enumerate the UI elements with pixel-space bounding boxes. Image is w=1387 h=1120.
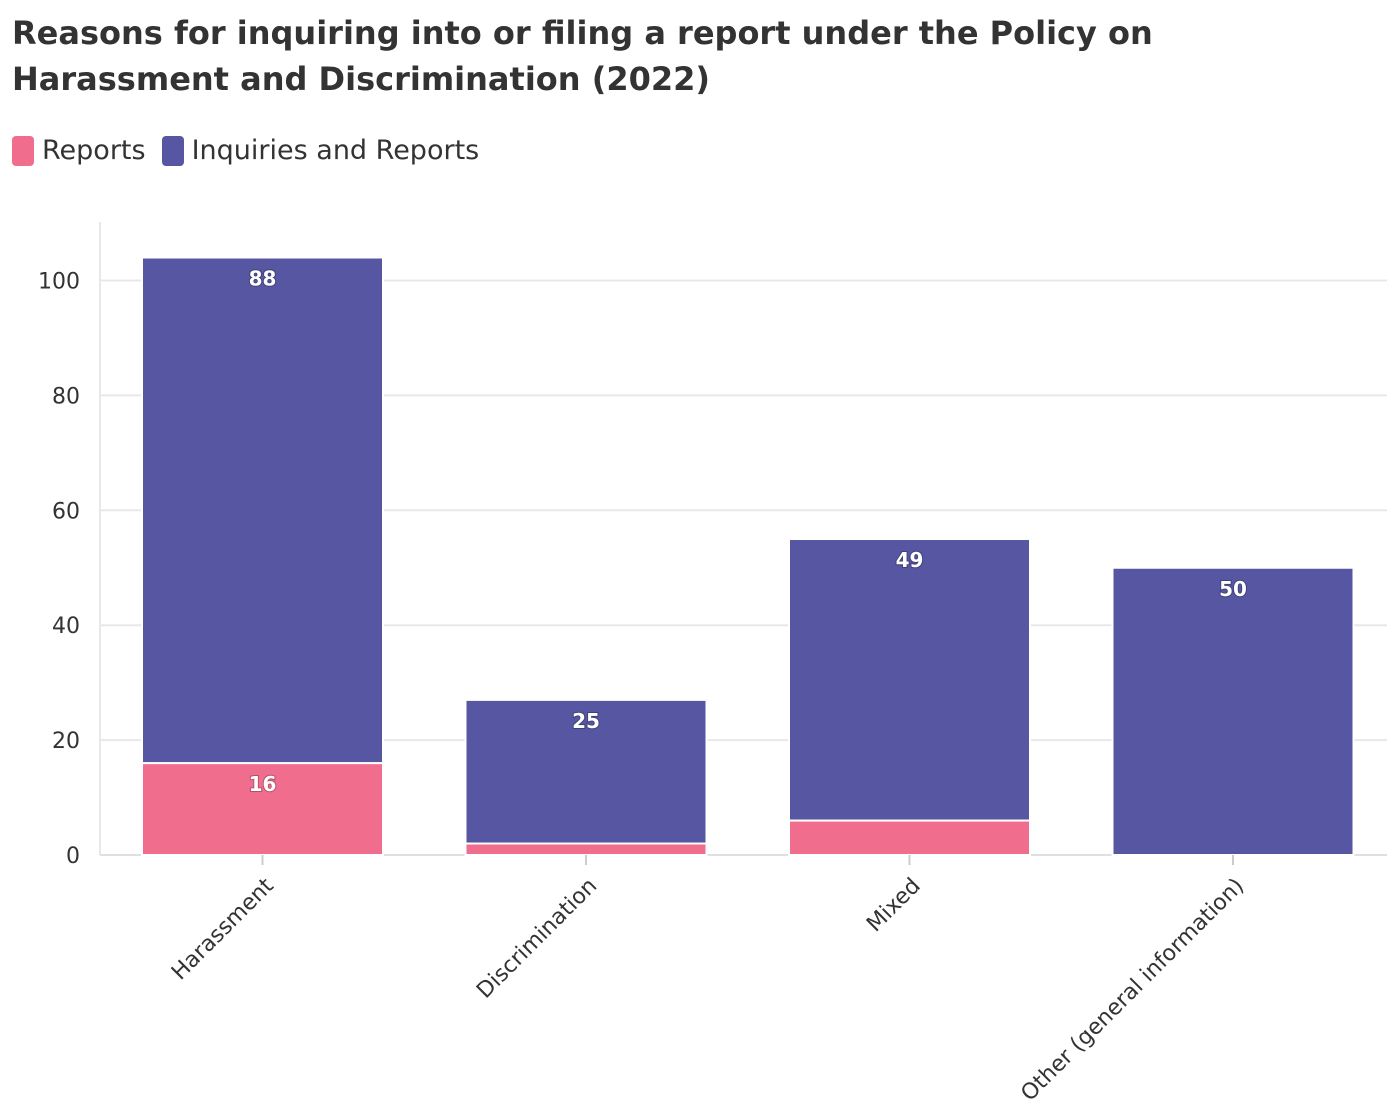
y-tick-label-0: 0 — [66, 844, 80, 869]
bar-inquiries-and-reports-discrimination[interactable] — [464, 698, 708, 845]
data-labels: 16 88 25 49 50 — [248, 266, 1248, 798]
bar-inquiries-and-reports-harassment[interactable] — [141, 256, 384, 765]
x-tick-label-harassment: Harassment — [167, 873, 279, 985]
legend-label-inquiries-and-reports: Inquiries and Reports — [191, 135, 480, 166]
legend-swatch-reports — [12, 135, 34, 166]
y-tick-label-80: 80 — [52, 384, 80, 409]
data-label-inquiries-and-reports-harassment: 88 — [249, 267, 277, 291]
legend-label-reports: Reports — [42, 135, 146, 166]
y-tick-label-40: 40 — [52, 614, 80, 639]
data-label-inquiries-and-reports-other-general-information: 50 — [1219, 577, 1247, 601]
legend-item-reports[interactable]: Reports — [12, 135, 146, 166]
y-tick-label-20: 20 — [52, 729, 80, 754]
data-label-reports-harassment: 16 — [249, 772, 277, 796]
data-label-inquiries-and-reports-discrimination: 25 — [572, 709, 600, 733]
legend-swatch-inquiries-and-reports — [161, 135, 184, 166]
bar-reports-discrimination[interactable] — [464, 842, 708, 857]
bar-inquiries-and-reports-other-general-information[interactable] — [1111, 566, 1355, 856]
y-tick-label-100: 100 — [38, 270, 80, 295]
bars — [141, 256, 1355, 857]
bar-reports-mixed[interactable] — [788, 819, 1031, 857]
x-axis: Harassment Discrimination Mixed Other (gene… — [167, 855, 1249, 1106]
chart-legend: Reports Inquiries and Reports — [12, 135, 495, 166]
legend-item-inquiries-and-reports[interactable]: Inquiries and Reports — [161, 135, 480, 166]
y-axis: 0 20 40 60 80 100 — [38, 270, 80, 870]
x-tick-label-discrimination: Discrimination — [472, 874, 602, 1004]
x-tick-label-other-general-information: Other (general information) — [1016, 874, 1249, 1107]
data-label-inquiries-and-reports-mixed: 49 — [896, 548, 924, 572]
x-tick-label-mixed: Mixed — [862, 874, 926, 938]
y-tick-label-60: 60 — [52, 499, 80, 524]
chart-title: Reasons for inquiring into or filing a r… — [12, 14, 1153, 98]
bar-inquiries-and-reports-mixed[interactable] — [788, 538, 1031, 822]
